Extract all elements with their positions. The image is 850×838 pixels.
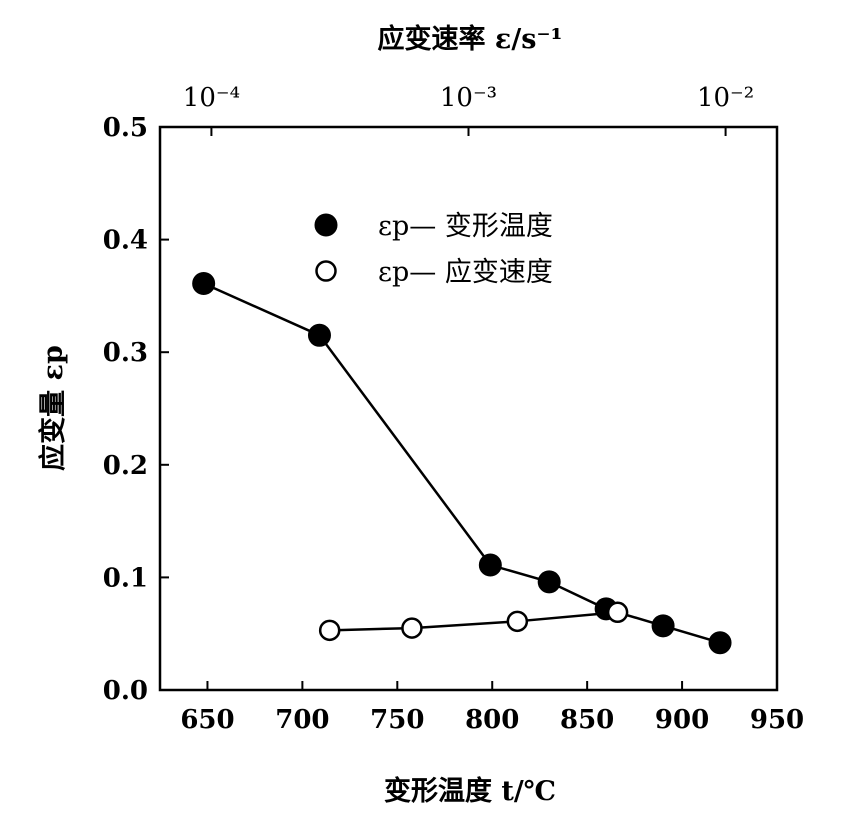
x-axis-title: 变形温度 t/℃ xyxy=(384,775,556,807)
data-point xyxy=(192,272,216,296)
legend-label: εp— 应变速度 xyxy=(378,257,553,288)
legend-marker xyxy=(314,213,338,237)
top-tick-label: 10⁻³ xyxy=(440,83,497,113)
plot-frame xyxy=(158,125,779,692)
x-tick-label: 650 xyxy=(180,705,234,735)
x-tick-label: 850 xyxy=(560,705,614,735)
top-tick-label: 10⁻² xyxy=(697,83,754,113)
x-tick-label: 700 xyxy=(275,705,329,735)
data-point xyxy=(307,323,331,347)
data-point xyxy=(401,617,423,639)
series-line-1 xyxy=(203,282,721,644)
series-line-2 xyxy=(329,611,618,632)
x-tick-label: 950 xyxy=(750,705,804,735)
data-point xyxy=(506,610,529,633)
legend-label: εp— 变形温度 xyxy=(378,211,553,242)
y-tick-label: 0.3 xyxy=(103,338,148,368)
y-tick-label: 0.5 xyxy=(103,113,148,143)
y-tick-label: 0.1 xyxy=(103,563,148,593)
x-tick-label: 750 xyxy=(370,705,424,735)
series-layer xyxy=(192,272,732,655)
top-axis-ticks: 10⁻⁴ 10⁻³ 10⁻² xyxy=(183,83,754,136)
top-tick-label: 10⁻⁴ xyxy=(183,83,240,113)
y-tick-label: 0.4 xyxy=(103,226,148,256)
y-axis-title: 应变量 εp xyxy=(37,345,69,471)
data-point xyxy=(606,601,629,624)
y-tick-label: 0.2 xyxy=(103,451,148,481)
x-axis-ticks: 650 700 750 800 850 900 950 xyxy=(180,681,804,735)
top-axis-title: 应变速率 ε/s⁻¹ xyxy=(378,23,563,55)
legend: εp— 变形温度 εp— 应变速度 xyxy=(314,211,553,288)
x-tick-label: 900 xyxy=(655,705,709,735)
legend-marker xyxy=(315,260,337,282)
data-point xyxy=(478,553,502,577)
data-point xyxy=(708,631,732,655)
data-point xyxy=(651,614,675,638)
data-point xyxy=(318,619,341,642)
x-tick-label: 800 xyxy=(465,705,519,735)
y-tick-label: 0.0 xyxy=(103,676,148,706)
data-point xyxy=(537,570,561,594)
